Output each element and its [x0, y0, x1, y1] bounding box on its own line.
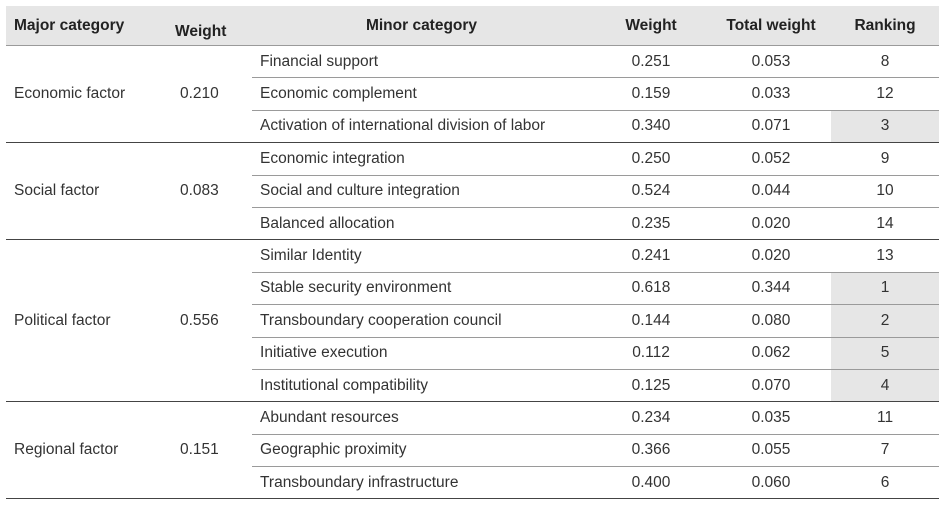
table-row: Transboundary infrastructure 0.400 0.060 6 — [6, 466, 940, 500]
major-category-cell: Economic factor 0.210 — [6, 45, 252, 144]
header-minor-weight: Weight — [591, 6, 712, 46]
minor-category-cell: Transboundary cooperation council — [252, 304, 592, 338]
minor-category-cell: Social and culture integration — [252, 175, 592, 208]
ranking-cell: 8 — [831, 45, 940, 79]
table-row: Stable security environment 0.618 0.344 1 — [6, 272, 940, 306]
major-category-weight: 0.556 — [180, 311, 219, 329]
header-major-weight: Weight — [175, 23, 227, 40]
minor-category-cell: Initiative execution — [252, 337, 592, 370]
minor-category-cell: Similar Identity — [252, 239, 592, 273]
total-weight-cell: 0.035 — [711, 401, 832, 435]
table-row: Economic complement 0.159 0.033 12 — [6, 77, 940, 111]
minor-weight-cell: 0.112 — [591, 337, 712, 370]
major-category-name: Economic factor — [14, 85, 126, 103]
table-row: Economic factor 0.210 Financial support 0.2… — [6, 45, 940, 144]
ranking-cell: 7 — [831, 434, 940, 468]
total-weight-cell: 0.071 — [711, 110, 832, 144]
major-category-name: Regional factor — [14, 441, 119, 459]
ranking-cell: 14 — [831, 207, 940, 241]
header-major-category-weight: Major category Weight — [6, 6, 253, 46]
table-row: Regional factor 0.151 Abundant resources 0.… — [6, 401, 940, 500]
table-row: Transboundary cooperation council 0.144 0.… — [6, 304, 940, 338]
major-category-name: Political factor — [14, 311, 111, 329]
minor-weight-cell: 0.366 — [591, 434, 712, 468]
minor-category-cell: Financial support — [252, 45, 592, 79]
major-category-weight: 0.151 — [180, 441, 219, 459]
total-weight-cell: 0.062 — [711, 337, 832, 370]
header-row: Major category Weight Minor category Wei… — [6, 6, 940, 46]
ranking-cell: 2 — [831, 304, 940, 338]
minor-category-cell: Economic complement — [252, 77, 592, 111]
factor-weight-table-container: Major category Weight Minor category Wei… — [6, 6, 940, 500]
table-row: Social factor 0.083 Economic integration 0.… — [6, 142, 940, 241]
ranking-cell: 11 — [831, 401, 940, 435]
total-weight-cell: 0.052 — [711, 142, 832, 176]
ranking-cell: 9 — [831, 142, 940, 176]
minor-category-cell: Geographic proximity — [252, 434, 592, 468]
header-ranking: Ranking — [831, 6, 940, 46]
minor-category-cell: Activation of international division of … — [252, 110, 592, 144]
table-body: Economic factor 0.210 Financial support 0.2… — [6, 45, 940, 500]
minor-category-cell: Stable security environment — [252, 272, 592, 306]
table-row: Balanced allocation 0.235 0.020 14 — [6, 207, 940, 241]
ranking-cell: 12 — [831, 77, 940, 111]
minor-weight-cell: 0.251 — [591, 45, 712, 79]
header-major-category: Major category — [14, 16, 125, 34]
total-weight-cell: 0.053 — [711, 45, 832, 79]
minor-weight-cell: 0.241 — [591, 239, 712, 273]
major-category-cell: Political factor 0.556 — [6, 239, 252, 403]
total-weight-cell: 0.080 — [711, 304, 832, 338]
minor-category-cell: Transboundary infrastructure — [252, 466, 592, 500]
total-weight-cell: 0.020 — [711, 239, 832, 273]
major-category-weight: 0.210 — [180, 85, 219, 103]
minor-weight-cell: 0.144 — [591, 304, 712, 338]
table-row: Institutional compatibility 0.125 0.070 4 — [6, 369, 940, 403]
table-row: Geographic proximity 0.366 0.055 7 — [6, 434, 940, 468]
total-weight-cell: 0.344 — [711, 272, 832, 306]
minor-weight-cell: 0.618 — [591, 272, 712, 306]
ranking-cell: 1 — [831, 272, 940, 306]
header-total-weight: Total weight — [711, 6, 832, 46]
minor-weight-cell: 0.235 — [591, 207, 712, 241]
minor-weight-cell: 0.234 — [591, 401, 712, 435]
total-weight-cell: 0.060 — [711, 466, 832, 500]
factor-weight-table: Major category Weight Minor category Wei… — [6, 6, 940, 500]
header-minor-category: Minor category — [252, 6, 592, 46]
minor-weight-cell: 0.400 — [591, 466, 712, 500]
major-category-cell: Social factor 0.083 — [6, 142, 252, 241]
minor-weight-cell: 0.159 — [591, 77, 712, 111]
ranking-cell: 6 — [831, 466, 940, 500]
total-weight-cell: 0.070 — [711, 369, 832, 403]
minor-category-cell: Abundant resources — [252, 401, 592, 435]
minor-category-cell: Institutional compatibility — [252, 369, 592, 403]
minor-weight-cell: 0.125 — [591, 369, 712, 403]
major-category-name: Social factor — [14, 182, 100, 200]
ranking-cell: 4 — [831, 369, 940, 403]
total-weight-cell: 0.020 — [711, 207, 832, 241]
minor-category-cell: Economic integration — [252, 142, 592, 176]
table-row: Political factor 0.556 Similar Identity 0.2… — [6, 239, 940, 403]
table-row: Social and culture integration 0.524 0.044… — [6, 175, 940, 208]
minor-weight-cell: 0.250 — [591, 142, 712, 176]
minor-weight-cell: 0.340 — [591, 110, 712, 144]
minor-weight-cell: 0.524 — [591, 175, 712, 208]
ranking-cell: 10 — [831, 175, 940, 208]
total-weight-cell: 0.044 — [711, 175, 832, 208]
table-row: Activation of international division of … — [6, 110, 940, 144]
total-weight-cell: 0.055 — [711, 434, 832, 468]
total-weight-cell: 0.033 — [711, 77, 832, 111]
minor-category-cell: Balanced allocation — [252, 207, 592, 241]
ranking-cell: 3 — [831, 110, 940, 144]
ranking-cell: 5 — [831, 337, 940, 370]
major-category-cell: Regional factor 0.151 — [6, 401, 252, 500]
ranking-cell: 13 — [831, 239, 940, 273]
table-row: Initiative execution 0.112 0.062 5 — [6, 337, 940, 370]
major-category-weight: 0.083 — [180, 182, 219, 200]
